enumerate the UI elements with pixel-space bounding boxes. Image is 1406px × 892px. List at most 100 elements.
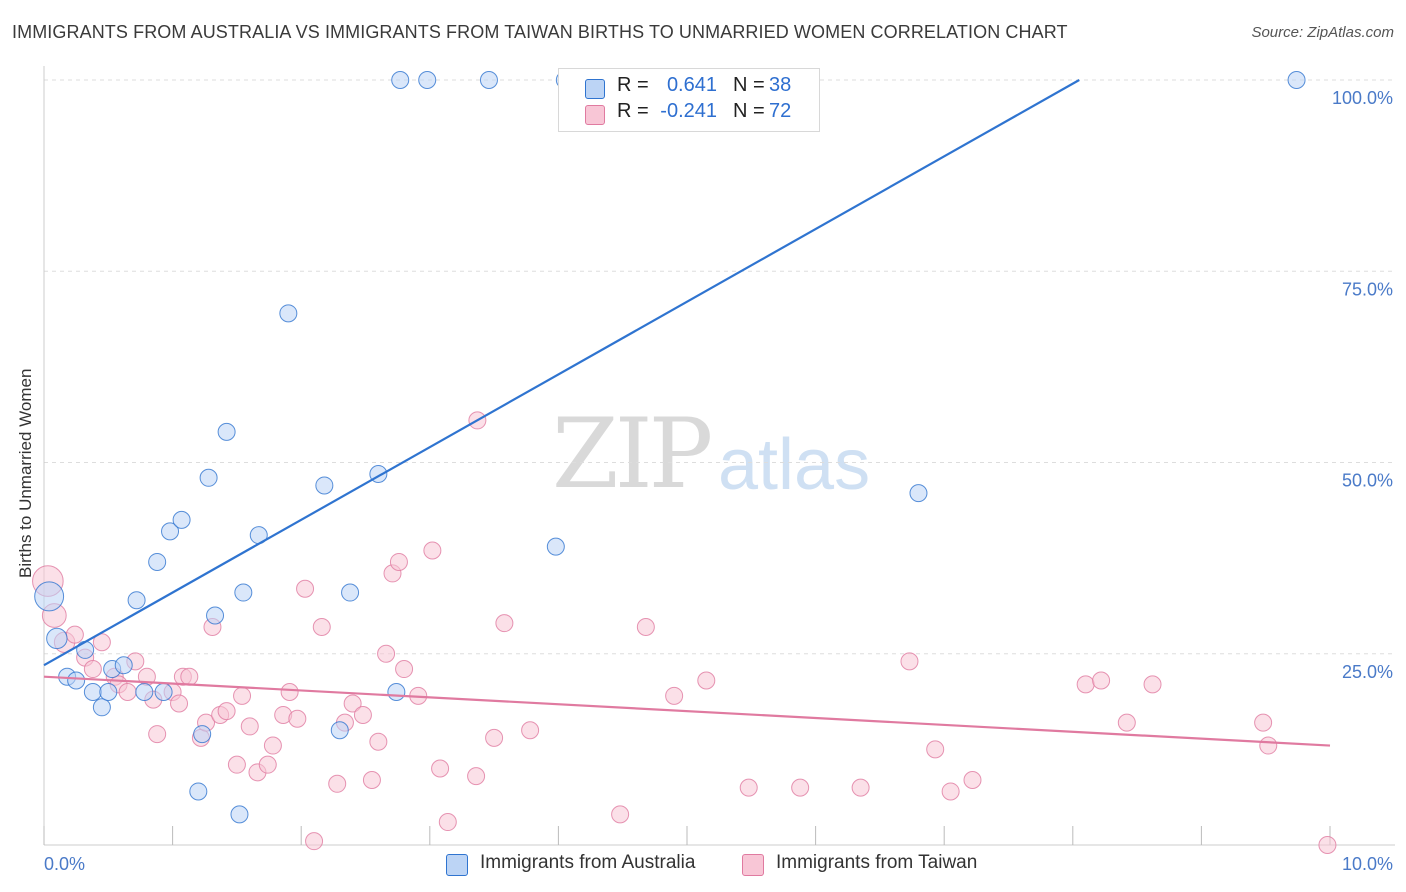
taiwan-point: [148, 725, 167, 744]
australia-point: [92, 698, 111, 717]
australia-point: [234, 583, 253, 602]
australia-point: [154, 683, 173, 701]
taiwan-point: [1254, 713, 1273, 732]
x-tick-label: 10.0%: [1342, 854, 1393, 874]
australia-point: [1287, 71, 1306, 89]
australia-point: [135, 683, 154, 701]
axes: [43, 66, 1395, 846]
taiwan-point: [227, 755, 246, 774]
taiwan-points: [32, 411, 1337, 854]
australia-trend-line: [43, 79, 1080, 667]
taiwan-point: [423, 541, 442, 560]
australia-point: [46, 627, 68, 650]
taiwan-point: [280, 683, 299, 701]
taiwan-point: [467, 767, 486, 786]
taiwan-point: [395, 660, 414, 679]
taiwan-point: [1092, 671, 1111, 690]
taiwan-point: [180, 667, 199, 686]
taiwan-point: [389, 552, 408, 571]
taiwan-point: [83, 660, 102, 679]
taiwan-point: [263, 736, 282, 755]
gridlines: [44, 79, 1395, 655]
n-label: N =: [733, 100, 765, 122]
legend-row-australia: R = 0.641 N = 38: [559, 74, 819, 102]
taiwan-point: [1076, 675, 1095, 694]
taiwan-point: [926, 740, 945, 759]
australia-swatch: [585, 79, 605, 99]
trend-lines: [43, 79, 1331, 747]
y-tick-label: 50.0%: [1342, 471, 1393, 491]
australia-point: [127, 591, 146, 610]
australia-point: [330, 721, 349, 740]
taiwan-point: [92, 633, 111, 652]
taiwan-point: [495, 614, 514, 633]
taiwan-point: [485, 728, 504, 747]
r-label: R =: [617, 74, 649, 96]
source-label: Source: ZipAtlas.com: [1251, 24, 1394, 41]
taiwan-point: [353, 705, 372, 724]
taiwan-point: [312, 617, 331, 636]
legend-label: Immigrants from Australia: [480, 852, 696, 873]
australia-point: [76, 640, 95, 659]
australia-point: [114, 656, 133, 675]
australia-point: [387, 683, 406, 701]
taiwan-point: [296, 579, 315, 598]
r-value: 0.641: [666, 74, 717, 96]
taiwan-swatch: [585, 105, 605, 125]
australia-point: [315, 476, 334, 495]
y-tick-label: 75.0%: [1342, 279, 1393, 299]
taiwan-point: [233, 686, 252, 705]
taiwan-point: [791, 778, 810, 797]
australia-point: [99, 683, 118, 701]
legend-row-taiwan: R = -0.241 N = 72: [559, 100, 819, 128]
y-tick-label: 25.0%: [1342, 662, 1393, 682]
taiwan-point: [343, 694, 362, 713]
taiwan-point: [1143, 675, 1162, 694]
australia-point: [418, 71, 437, 89]
australia-point: [67, 671, 86, 690]
taiwan-point: [217, 702, 236, 721]
n-label: N =: [733, 74, 765, 96]
australia-point: [148, 552, 167, 571]
taiwan-point: [1117, 713, 1136, 732]
tick-labels: 25.0% 50.0% 75.0% 100.0% 0.0% 10.0%: [44, 88, 1393, 874]
australia-point: [83, 683, 102, 701]
taiwan-point: [65, 625, 84, 644]
x-tick-label: 0.0%: [44, 854, 85, 874]
taiwan-point: [1318, 836, 1337, 854]
taiwan-point: [258, 755, 277, 774]
australia-point: [217, 422, 236, 441]
australia-point: [172, 510, 191, 529]
taiwan-point: [362, 770, 381, 789]
australia-point: [546, 537, 565, 556]
watermark-zip: ZIP: [552, 398, 713, 510]
australia-point: [479, 71, 498, 89]
taiwan-point: [941, 782, 960, 801]
australia-point: [279, 304, 298, 323]
chart-title: IMMIGRANTS FROM AUSTRALIA VS IMMIGRANTS …: [12, 22, 1068, 42]
taiwan-point: [1259, 736, 1278, 755]
australia-point: [199, 468, 218, 487]
taiwan-point: [288, 709, 307, 728]
australia-point: [341, 583, 360, 602]
r-label: R =: [617, 100, 649, 122]
r-value: -0.241: [660, 100, 717, 122]
taiwan-point: [963, 770, 982, 789]
taiwan-point: [636, 617, 655, 636]
taiwan-point: [369, 732, 388, 751]
taiwan-swatch: [742, 854, 764, 876]
taiwan-trend-line: [43, 675, 1331, 747]
australia-point: [161, 522, 180, 541]
taiwan-point: [900, 652, 919, 671]
australia-point: [193, 725, 212, 744]
n-value: 72: [769, 100, 792, 122]
taiwan-point: [305, 832, 324, 851]
n-value: 38: [769, 74, 792, 96]
australia-swatch: [446, 854, 468, 876]
australia-point: [189, 782, 208, 801]
taiwan-point: [521, 721, 540, 740]
taiwan-point: [739, 778, 758, 797]
correlation-legend: R = 0.641 N = 38 R = -0.241 N = 72: [558, 68, 820, 132]
taiwan-point: [118, 683, 137, 701]
